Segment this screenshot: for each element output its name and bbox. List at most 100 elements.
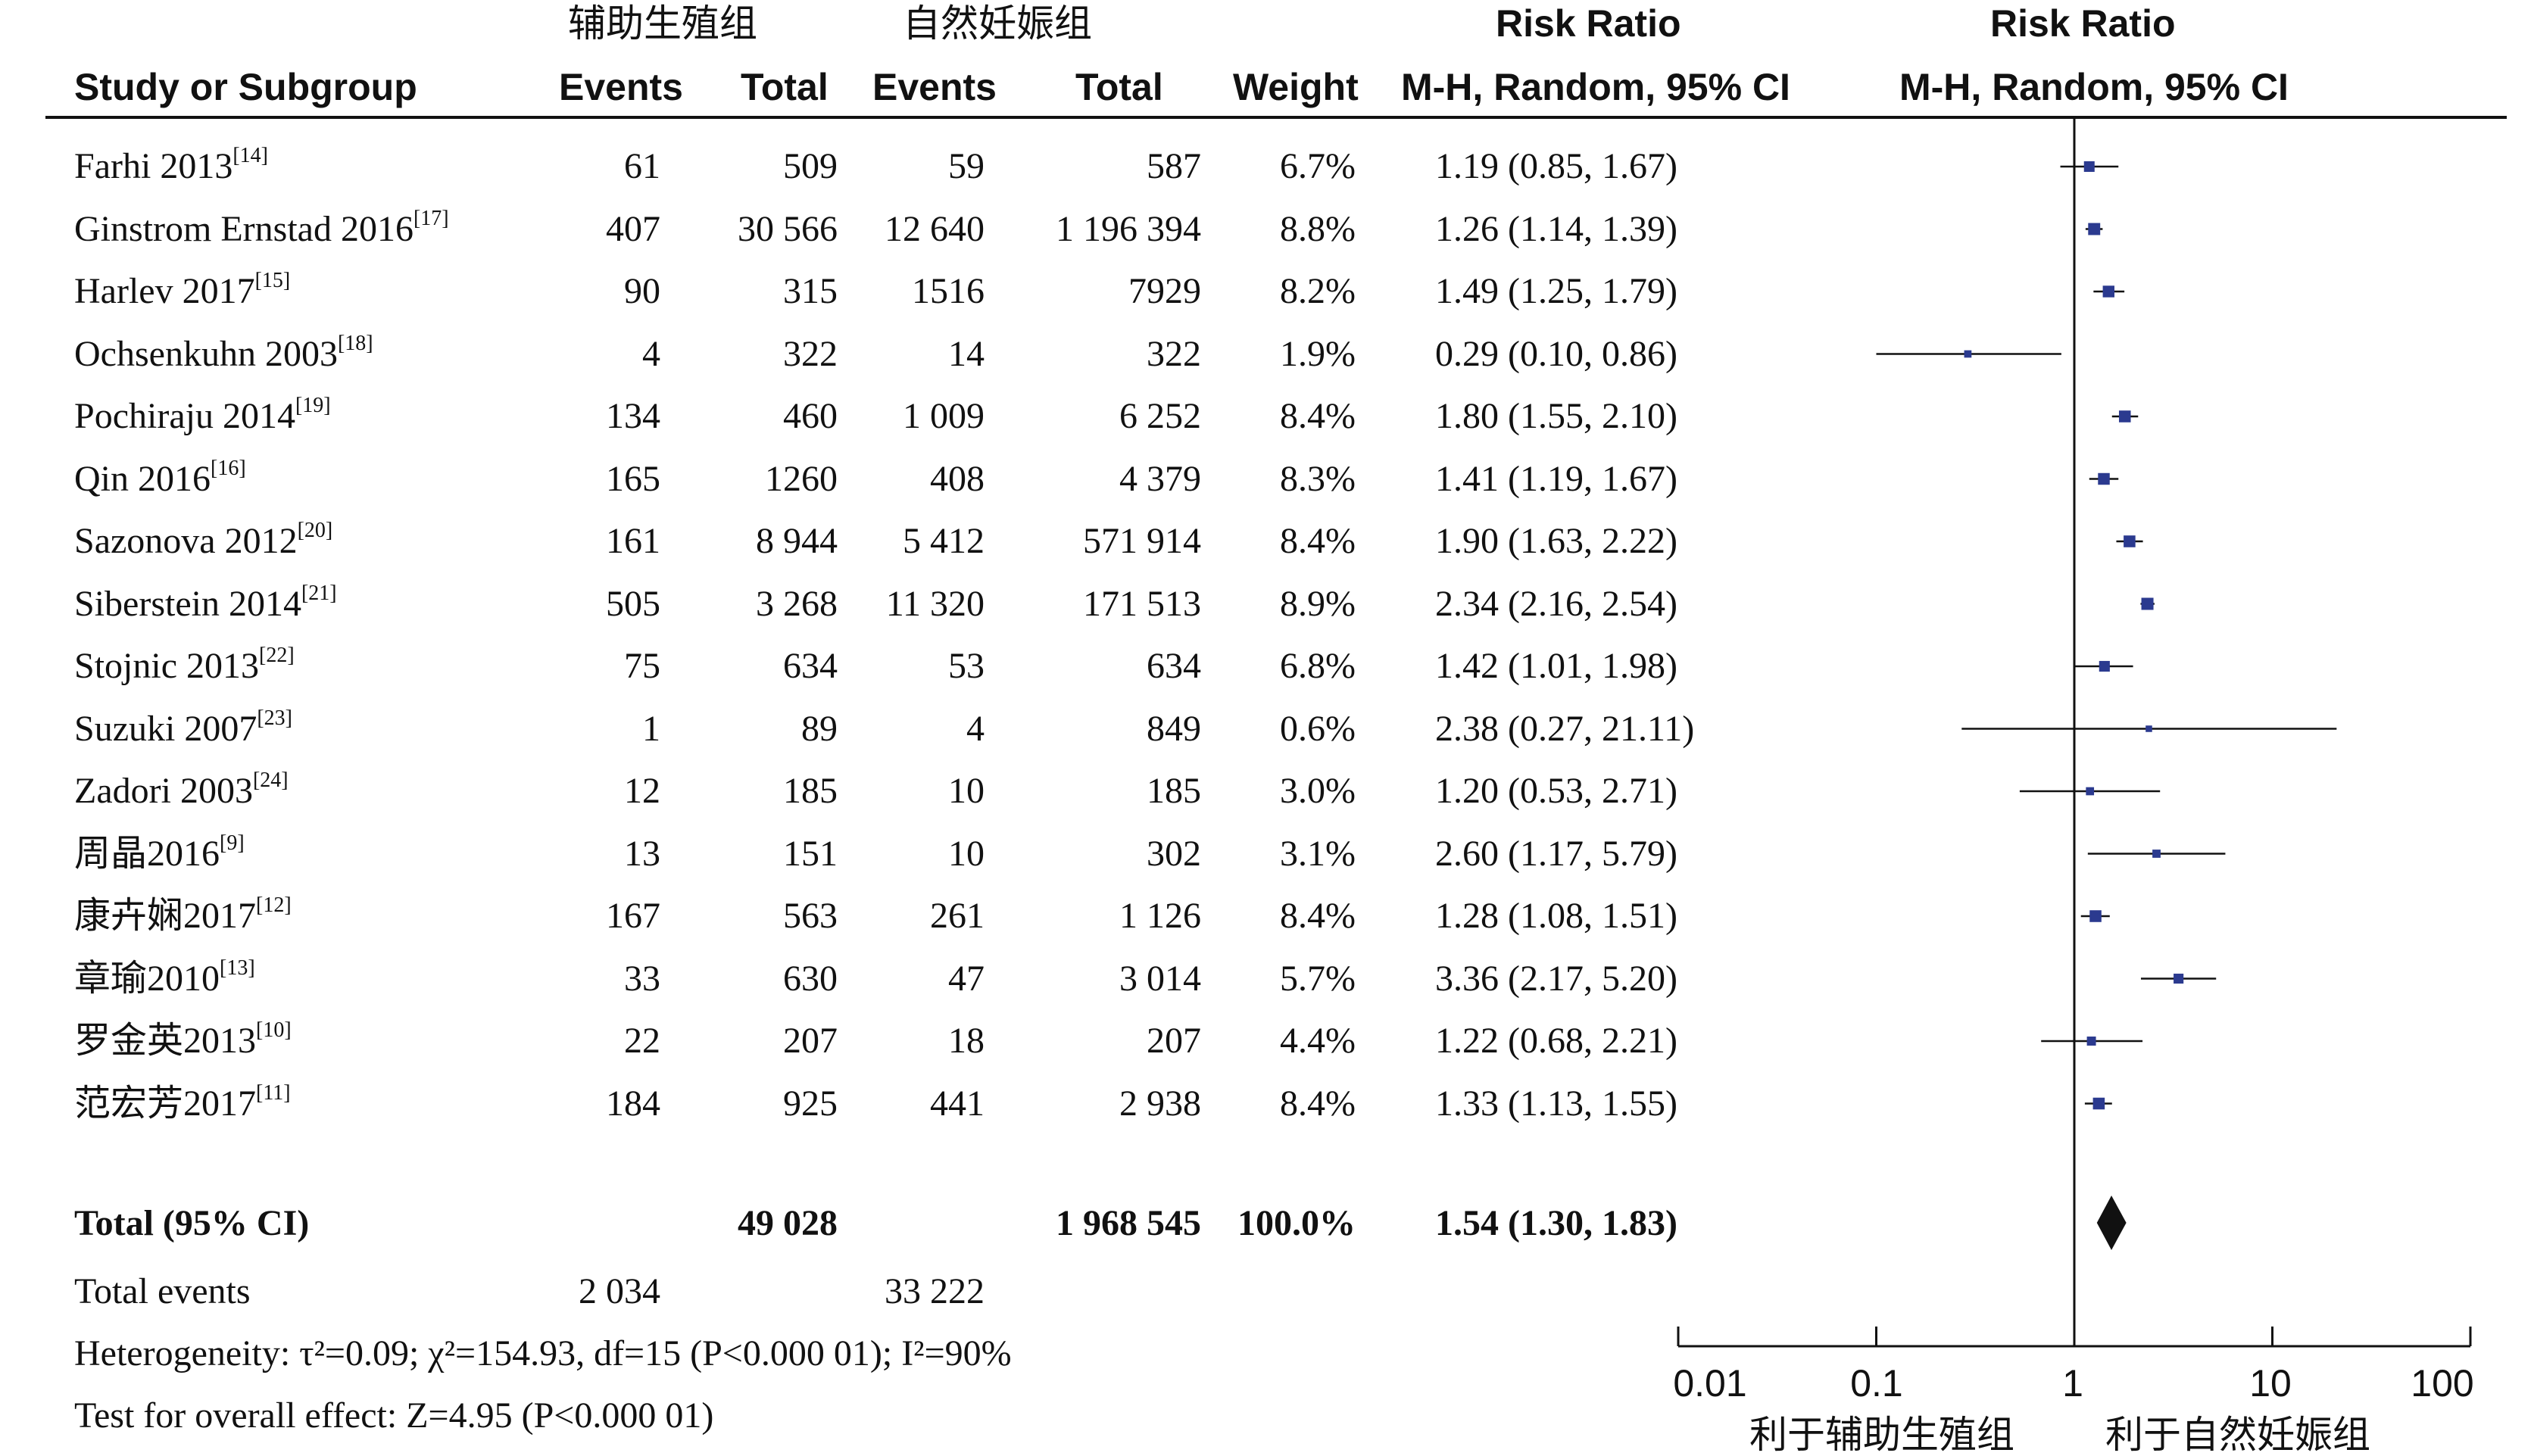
study-e1: 22 (624, 1021, 660, 1061)
study-name-text: Ochsenkuhn 2003 (74, 333, 338, 374)
study-t2: 4 379 (1119, 458, 1201, 499)
study-weight: 3.0% (1280, 771, 1356, 811)
study-weight: 5.7% (1280, 958, 1356, 999)
study-e1: 134 (606, 396, 660, 436)
plot-method-header: M-H, Random, 95% CI (1899, 66, 2289, 108)
study-weight: 4.4% (1280, 1021, 1356, 1061)
study-column-header: Study or Subgroup (74, 66, 417, 108)
study-name-text: Suzuki 2007 (74, 708, 257, 749)
study-e2: 59 (948, 146, 985, 186)
study-name-text: Zadori 2003 (74, 771, 253, 811)
study-name: 范宏芳2017[11] (74, 1082, 291, 1122)
events2-header: Events (872, 66, 997, 108)
point-estimate-square (2141, 597, 2154, 610)
study-e1: 12 (624, 771, 660, 811)
study-e1: 90 (624, 271, 660, 311)
axis-tick-label: 0.1 (1850, 1362, 1903, 1405)
study-ci: 1.42 (1.01, 1.98) (1435, 646, 1677, 686)
rr-title-header: Risk Ratio (1496, 2, 1681, 45)
study-ci: 2.34 (2.16, 2.54) (1435, 583, 1677, 624)
study-name: 章瑜2010[13] (74, 957, 255, 997)
study-name: Siberstein 2014[21] (74, 582, 337, 624)
study-weight: 0.6% (1280, 708, 1356, 749)
study-t1: 563 (783, 896, 838, 936)
study-t1: 3 268 (756, 583, 838, 624)
study-weight: 1.9% (1280, 333, 1356, 374)
study-name: 康卉娴2017[12] (74, 895, 292, 934)
study-e2: 441 (930, 1083, 985, 1124)
point-estimate-square (2098, 472, 2110, 485)
study-name: Ginstrom Ernstad 2016[17] (74, 207, 449, 248)
study-e2: 11 320 (885, 583, 985, 624)
total-events-e2: 33 222 (885, 1271, 985, 1311)
total2-header: Total (1075, 66, 1163, 108)
point-estimate-square (2145, 725, 2152, 732)
study-e1: 161 (606, 521, 660, 561)
study-ci: 1.19 (0.85, 1.67) (1435, 146, 1677, 186)
favours-left-label: 利于辅助生殖组 (1749, 1414, 2014, 1456)
study-t1: 315 (783, 271, 838, 311)
point-estimate-square (1964, 350, 1972, 358)
study-ci: 1.90 (1.63, 2.22) (1435, 521, 1677, 561)
study-name-text: Harlev 2017 (74, 271, 255, 311)
study-ci: 2.38 (0.27, 21.11) (1435, 708, 1695, 749)
study-e2: 47 (948, 958, 985, 999)
study-ref: [20] (297, 519, 333, 542)
study-name: Suzuki 2007[23] (74, 707, 292, 749)
study-ref: [23] (257, 706, 292, 730)
study-name: Sazonova 2012[20] (74, 520, 332, 560)
study-weight: 8.4% (1280, 396, 1356, 436)
study-name-text: 周晶2016 (74, 833, 220, 874)
study-e1: 13 (624, 833, 660, 874)
overall-effect-text: Test for overall effect: Z=4.95 (P<0.000… (74, 1395, 714, 1436)
point-estimate-square (2118, 410, 2131, 422)
study-e2: 261 (930, 896, 985, 936)
study-weight: 8.4% (1280, 1083, 1356, 1124)
study-ci: 2.60 (1.17, 5.79) (1435, 833, 1677, 874)
point-estimate-square (2124, 535, 2136, 547)
study-e2: 18 (948, 1021, 985, 1061)
study-e1: 1 (642, 708, 660, 749)
study-t2: 185 (1147, 771, 1201, 811)
total-label: Total (95% CI) (74, 1203, 310, 1243)
study-t2: 1 196 394 (1056, 208, 1201, 249)
study-name: Harlev 2017[15] (74, 270, 290, 311)
study-e2: 14 (948, 333, 985, 374)
study-name: Zadori 2003[24] (74, 770, 289, 811)
total-t2: 1 968 545 (1056, 1203, 1201, 1243)
study-t1: 509 (783, 146, 838, 186)
axis-tick-label: 1 (2062, 1362, 2083, 1405)
study-ref: [16] (211, 456, 246, 480)
study-e2: 408 (930, 458, 985, 499)
study-name: Stojnic 2013[22] (74, 645, 295, 684)
study-name-text: Qin 2016 (74, 458, 211, 499)
study-weight: 8.4% (1280, 896, 1356, 936)
study-ref: [17] (413, 206, 449, 230)
study-weight: 8.3% (1280, 458, 1356, 499)
study-e2: 4 (966, 708, 985, 749)
study-ref: [12] (256, 893, 292, 917)
point-estimate-square (2086, 787, 2095, 796)
study-t1: 1260 (765, 458, 838, 499)
study-ci: 1.22 (0.68, 2.21) (1435, 1021, 1677, 1061)
total1-header: Total (741, 66, 829, 108)
study-ref: [11] (256, 1080, 291, 1105)
study-name-text: Siberstein 2014 (74, 583, 301, 624)
study-t1: 151 (783, 833, 838, 874)
study-e2: 12 640 (885, 208, 985, 249)
study-weight: 6.8% (1280, 646, 1356, 686)
events1-header: Events (559, 66, 683, 108)
study-e1: 75 (624, 646, 660, 686)
study-name-text: Farhi 2013 (74, 146, 233, 186)
rr-method-header: M-H, Random, 95% CI (1401, 66, 1790, 108)
study-ref: [14] (232, 144, 268, 167)
point-estimate-square (2152, 850, 2161, 858)
study-ci: 1.80 (1.55, 2.10) (1435, 396, 1677, 436)
favours-right-label: 利于自然妊娠组 (2105, 1414, 2370, 1456)
point-estimate-square (2102, 285, 2114, 298)
axis-tick-label: 0.01 (1673, 1362, 1747, 1405)
study-t1: 185 (783, 771, 838, 811)
study-t2: 3 014 (1119, 958, 1201, 999)
study-t1: 460 (783, 396, 838, 436)
study-t2: 6 252 (1119, 396, 1201, 436)
